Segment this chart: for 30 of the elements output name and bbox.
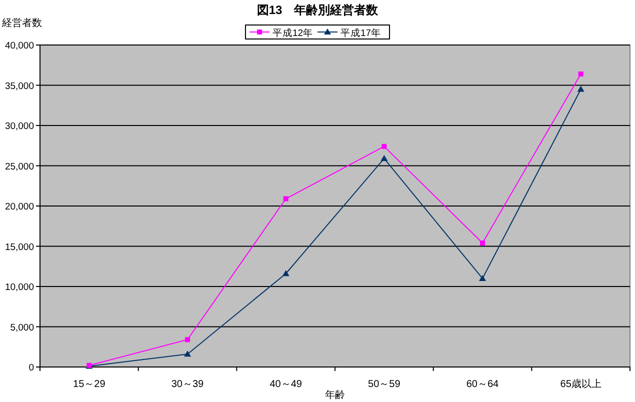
y-tick-label: 10,000 <box>4 282 34 293</box>
point <box>380 155 388 162</box>
y-tick-label: 25,000 <box>4 161 34 172</box>
y-tick-label: 15,000 <box>4 242 34 253</box>
x-tick-label: 40～49 <box>270 379 302 390</box>
point <box>577 86 584 92</box>
x-tick-label: 60～64 <box>466 379 500 390</box>
legend-label: 平成12年 <box>272 27 314 39</box>
legend-label: 平成17年 <box>340 27 382 39</box>
point <box>283 196 288 202</box>
point <box>578 71 584 76</box>
point <box>185 337 190 342</box>
point <box>479 274 486 281</box>
y-tick-label: 5,000 <box>10 322 34 334</box>
y-tick-label: 35,000 <box>4 80 34 92</box>
point <box>184 350 191 357</box>
x-tick-label: 65歳以上 <box>560 378 602 390</box>
y-tick-label: 0 <box>28 362 34 374</box>
y-tick-label: 20,000 <box>4 202 34 212</box>
y-axis-title: 経営者数 <box>1 17 42 29</box>
point <box>282 270 290 276</box>
point <box>480 240 485 246</box>
x-tick-label: 50～59 <box>368 379 401 390</box>
chart-title: 図13 年齢別経営者数 <box>256 3 380 17</box>
x-tick-label: 15～29 <box>73 379 106 390</box>
y-tick-label: 30,000 <box>4 121 34 132</box>
x-tick-label: 30～39 <box>171 379 204 390</box>
point <box>382 144 387 149</box>
x-axis-title: 年齢 <box>325 389 345 401</box>
y-tick-label: 40,000 <box>4 40 34 52</box>
